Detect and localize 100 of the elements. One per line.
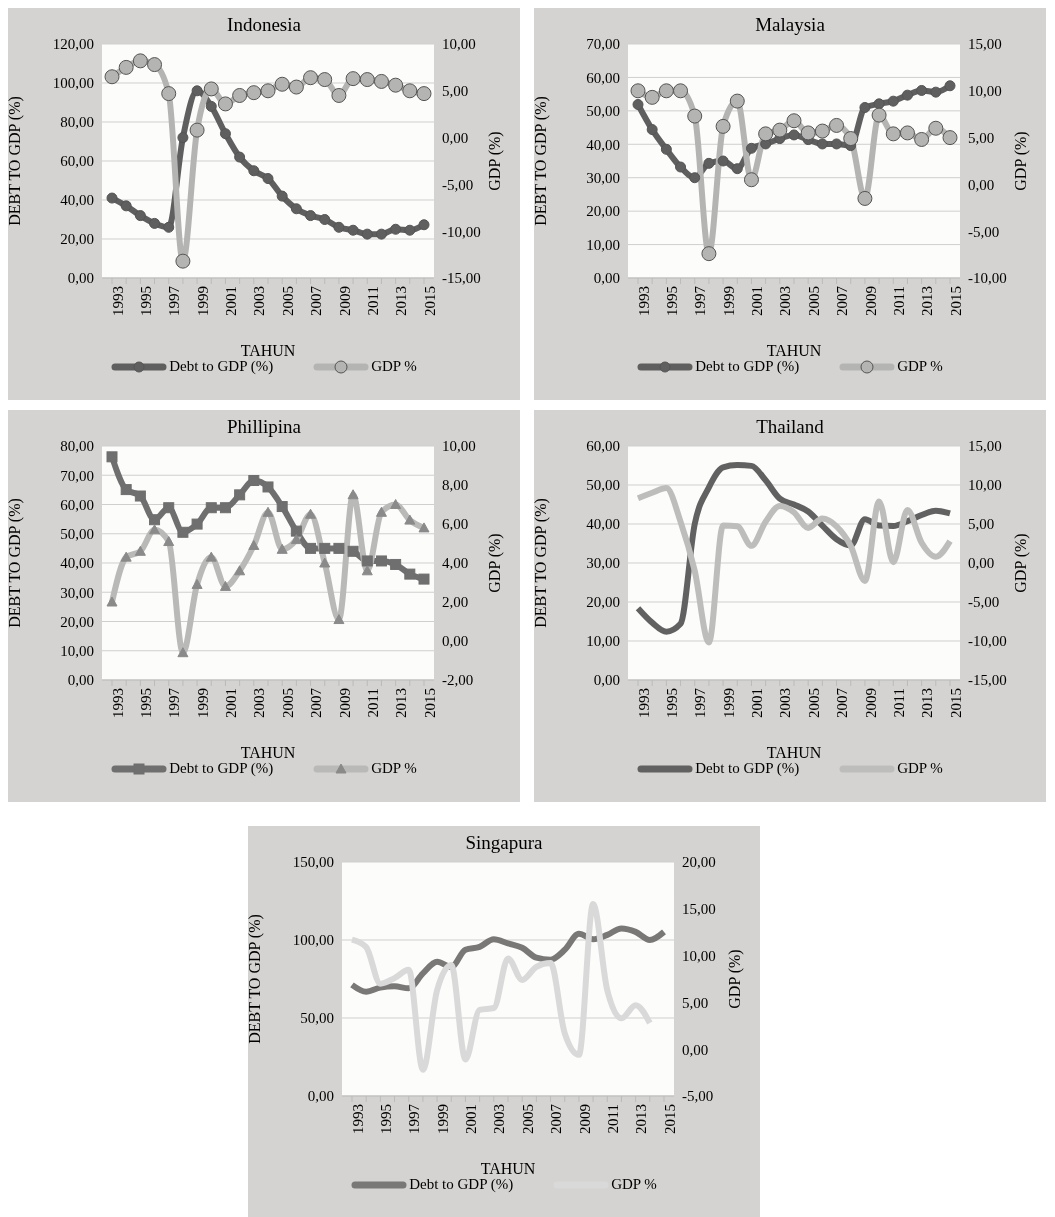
x-tick-label: 1993 bbox=[635, 688, 652, 718]
chart-title: Singapura bbox=[464, 832, 544, 854]
y-tick-label: 40,00 bbox=[60, 192, 94, 209]
y2-tick-label: 0,00 bbox=[682, 1041, 709, 1058]
y-tick-label: 0,00 bbox=[593, 270, 620, 287]
y-tick-label: 30,00 bbox=[586, 170, 620, 187]
point bbox=[404, 224, 416, 236]
point bbox=[333, 614, 345, 625]
x-tick-label: 2003 bbox=[251, 286, 268, 316]
y2-axis-title: GDP (%) bbox=[1011, 533, 1030, 593]
x-axis-title: TAHUN bbox=[240, 342, 296, 359]
x-tick-label: 2007 bbox=[308, 285, 325, 316]
point bbox=[375, 555, 387, 567]
point bbox=[134, 490, 146, 502]
point bbox=[857, 190, 873, 206]
y2-tick-label: 20,00 bbox=[682, 854, 716, 871]
point bbox=[120, 200, 132, 212]
point bbox=[715, 118, 731, 134]
point bbox=[120, 484, 132, 496]
point bbox=[132, 53, 148, 69]
point bbox=[305, 508, 317, 519]
x-tick-label: 1997 bbox=[692, 285, 709, 316]
y-tick-label: 0,00 bbox=[593, 672, 620, 689]
point bbox=[814, 123, 830, 139]
y-tick-label: 30,00 bbox=[60, 584, 94, 601]
x-tick-label: 2007 bbox=[834, 687, 851, 718]
point bbox=[219, 580, 231, 591]
x-tick-label: 2003 bbox=[777, 688, 794, 718]
point bbox=[418, 522, 430, 533]
point bbox=[134, 210, 146, 222]
y-tick-label: 40,00 bbox=[586, 136, 620, 153]
point bbox=[205, 100, 217, 112]
point bbox=[689, 172, 701, 184]
point bbox=[303, 70, 319, 86]
x-tick-label: 1993 bbox=[109, 286, 126, 316]
y-tick-label: 60,00 bbox=[586, 69, 620, 86]
point bbox=[317, 72, 333, 88]
point bbox=[290, 203, 302, 215]
y2-tick-label: -5,00 bbox=[968, 223, 1000, 240]
point bbox=[262, 506, 274, 517]
point bbox=[901, 89, 913, 101]
point bbox=[290, 534, 302, 545]
x-tick-label: 1995 bbox=[664, 688, 681, 718]
point bbox=[262, 173, 274, 185]
y-tick-label: 80,00 bbox=[60, 438, 94, 455]
x-tick-label: 2007 bbox=[834, 285, 851, 316]
point bbox=[644, 89, 660, 105]
y-tick-label: 40,00 bbox=[60, 555, 94, 572]
point bbox=[375, 506, 387, 517]
x-tick-label: 2011 bbox=[604, 1104, 621, 1134]
point bbox=[944, 80, 956, 92]
x-axis-title: TAHUN bbox=[480, 1160, 536, 1177]
point bbox=[319, 214, 331, 225]
point bbox=[274, 76, 290, 92]
point bbox=[104, 69, 120, 85]
y-tick-label: 10,00 bbox=[586, 236, 620, 253]
x-tick-label: 2009 bbox=[576, 1104, 593, 1134]
x-tick-label: 2005 bbox=[519, 1104, 536, 1134]
point bbox=[731, 163, 743, 175]
x-tick-label: 2013 bbox=[393, 286, 410, 316]
x-tick-label: 1999 bbox=[434, 1104, 451, 1134]
y-tick-label: 20,00 bbox=[60, 231, 94, 248]
point bbox=[701, 246, 717, 262]
y2-tick-label: 5,00 bbox=[442, 83, 469, 100]
x-tick-label: 1997 bbox=[166, 687, 183, 718]
point bbox=[687, 108, 703, 124]
x-tick-label: 2015 bbox=[421, 688, 438, 718]
y2-tick-label: 6,00 bbox=[442, 516, 469, 533]
point bbox=[305, 210, 317, 222]
y-axis-title: DEBT TO GDP (%) bbox=[531, 498, 550, 628]
chart-title: Malaysia bbox=[754, 14, 826, 36]
point bbox=[873, 98, 885, 110]
y-axis-title: DEBT TO GDP (%) bbox=[5, 96, 24, 226]
y2-tick-label: -2,00 bbox=[442, 672, 474, 689]
point bbox=[234, 151, 246, 163]
x-tick-label: 2009 bbox=[336, 286, 353, 316]
point bbox=[758, 126, 774, 142]
x-tick-label: 2013 bbox=[919, 286, 936, 316]
y2-tick-label: 15,00 bbox=[968, 438, 1002, 455]
legend-label: GDP % bbox=[897, 760, 943, 777]
point bbox=[134, 545, 146, 556]
x-tick-label: 1995 bbox=[138, 286, 155, 316]
point bbox=[871, 107, 887, 123]
point bbox=[899, 125, 915, 141]
legend-label: Debt to GDP (%) bbox=[169, 760, 274, 777]
y-tick-label: 60,00 bbox=[586, 438, 620, 455]
point bbox=[147, 57, 163, 73]
y-tick-label: 0,00 bbox=[67, 270, 94, 287]
chart-title: Indonesia bbox=[226, 14, 302, 36]
x-tick-label: 2015 bbox=[421, 286, 438, 316]
point bbox=[646, 124, 658, 136]
x-tick-label: 2005 bbox=[805, 286, 822, 316]
point bbox=[276, 543, 288, 554]
point bbox=[191, 85, 203, 97]
point bbox=[800, 125, 816, 141]
x-tick-label: 2011 bbox=[890, 286, 907, 316]
y2-axis-title: GDP (%) bbox=[485, 131, 504, 191]
point bbox=[345, 71, 361, 87]
point bbox=[260, 83, 276, 99]
x-tick-label: 2011 bbox=[364, 688, 381, 718]
